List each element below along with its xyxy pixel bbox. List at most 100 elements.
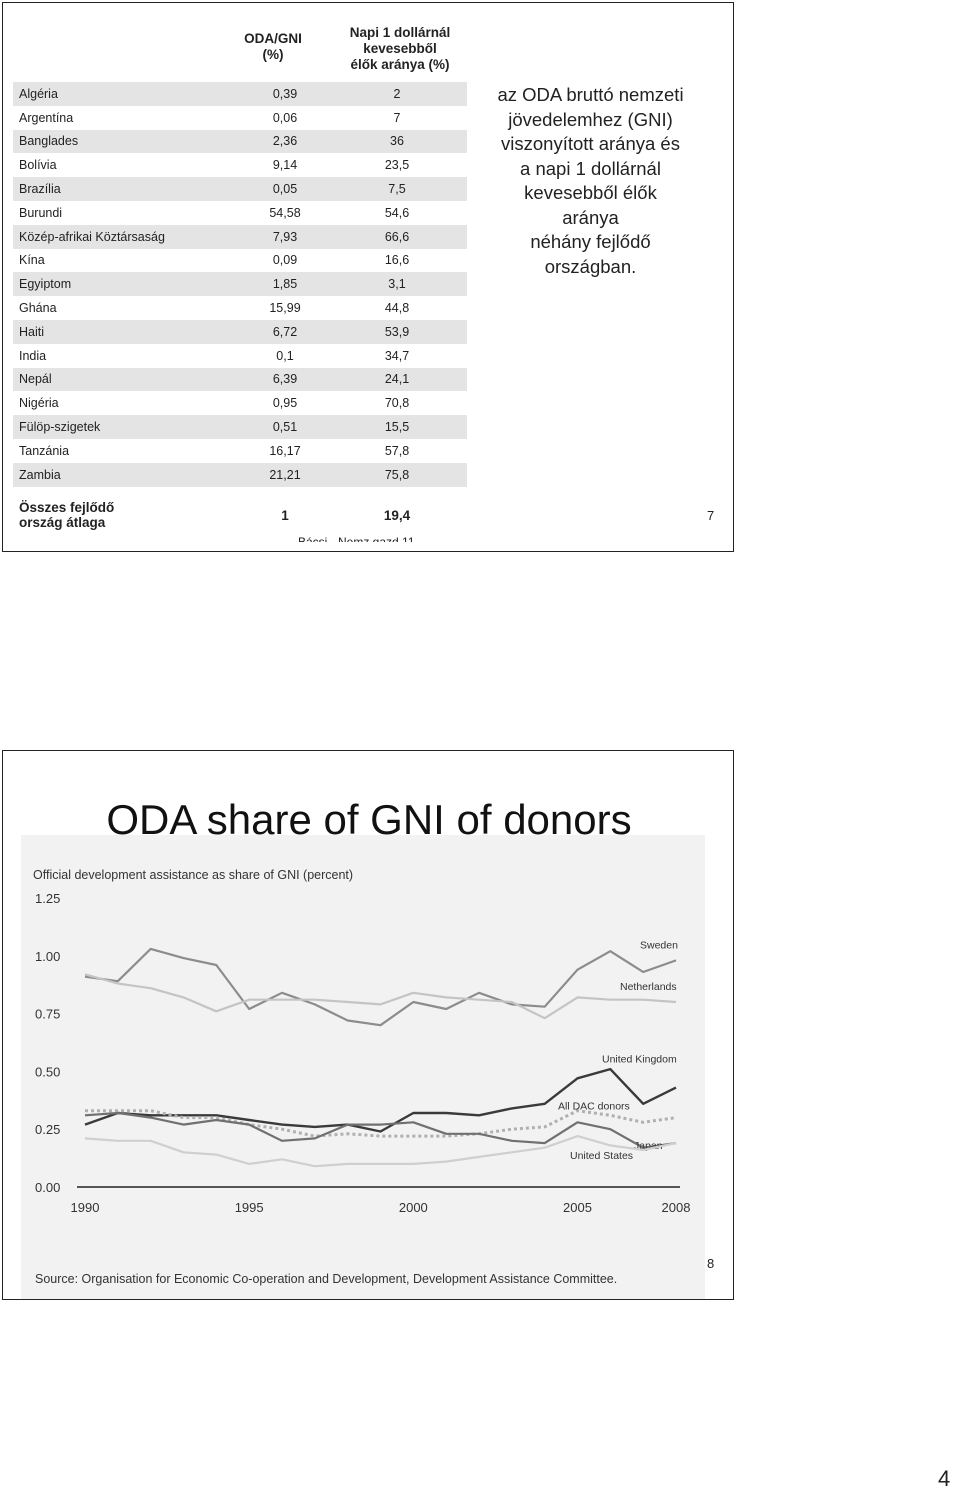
total-label: Összes fejlődő ország átlaga	[19, 500, 243, 530]
table-row: Bolívia 9,14 23,5	[13, 153, 467, 177]
country-name: Bolívia	[19, 158, 57, 173]
chart-title: Official development assistance as share…	[33, 868, 353, 882]
y-tick-label: 1.00	[35, 949, 60, 964]
napi-value: 7	[393, 110, 401, 125]
table-row: Brazília 0,05 7,5	[13, 177, 467, 201]
oda-header-line: ODA/GNI	[244, 31, 302, 46]
country-name: Argentína	[19, 110, 74, 125]
napi-value: 75,8	[384, 467, 410, 482]
caption-line: jövedelemhez (GNI)	[508, 108, 673, 130]
napi-value: 3,1	[388, 277, 406, 292]
country-name: Brazília	[19, 182, 61, 197]
table-row: Banglades 2,36 36	[13, 129, 467, 154]
series-label: All DAC donors	[558, 1101, 630, 1113]
napi-value: 54,6	[384, 205, 410, 220]
total-oda-value: 1	[281, 507, 289, 523]
slide-footer: Bácsi - Nemz gazd 11.	[298, 535, 418, 542]
caption-line: kevesebből élők	[524, 182, 657, 203]
total-napi-value: 19,4	[383, 507, 411, 523]
country-name: Fülöp-szigetek	[19, 420, 101, 435]
caption-line: viszonyított aránya és	[501, 133, 680, 154]
table-row: Kína 0,09 16,6	[13, 249, 467, 273]
country-table: Algéria 0,39 2 Argentína 0,06 7 Banglades 2,36 3…	[13, 82, 467, 487]
series-line-all-dac-donors	[85, 1109, 677, 1138]
napi-value: 66,6	[384, 229, 410, 244]
x-tick-label: 1990	[71, 1200, 100, 1215]
x-tick-label: 2008	[662, 1200, 691, 1215]
oda-value: 6,39	[272, 372, 298, 387]
napi-value: 53,9	[384, 324, 410, 339]
slide-caption: az ODA bruttó nemzeti jövedelemhez (GNI) v…	[473, 83, 708, 279]
slide-8: ODA share of GNI of donors Official deve…	[2, 750, 734, 1300]
oda-value: 0,05	[272, 182, 298, 197]
x-tick-label: 2000	[399, 1200, 428, 1215]
oda-value: 0,51	[272, 420, 298, 435]
oda-value: 2,36	[272, 134, 298, 149]
series-line-united-states	[84, 1135, 677, 1168]
napi-header-line: élők aránya (%)	[350, 57, 450, 72]
oda-value: 0,1	[276, 348, 294, 363]
country-name: Banglades	[19, 134, 79, 149]
country-name: Algéria	[19, 86, 58, 101]
napi-value: 44,8	[384, 301, 410, 316]
napi-value: 16,6	[384, 253, 410, 268]
series-line-japan	[84, 1111, 677, 1149]
oda-value: 9,14	[272, 158, 298, 173]
napi-value: 23,5	[384, 158, 410, 173]
napi-header-line: Napi 1 dollárnál	[349, 25, 451, 40]
y-tick-label: 0.75	[35, 1007, 60, 1022]
series-line-united-kingdom	[84, 1067, 677, 1133]
country-name: Burundi	[19, 205, 63, 220]
napi-value: 7,5	[388, 182, 406, 197]
country-name: Zambia	[19, 467, 61, 482]
series-line-netherlands	[84, 973, 677, 1020]
table-row: Burundi 54,58 54,6	[13, 201, 467, 225]
napi-header-line: kevesebből	[363, 41, 437, 56]
table-row: India 0,1 34,7	[13, 344, 467, 368]
table-row: Nepál 6,39 24,1	[13, 367, 467, 392]
country-name: Tanzánia	[19, 443, 70, 458]
y-tick-label: 0.00	[35, 1180, 60, 1195]
napi-value: 2	[393, 86, 401, 101]
table-row: Argentína 0,06 7	[13, 106, 467, 130]
slide-page-number: 8	[707, 1256, 715, 1271]
table-row: Haiti 6,72 53,9	[13, 319, 467, 344]
table-row: Egyiptom 1,85 3,1	[13, 272, 467, 297]
series-label: United Kingdom	[602, 1054, 677, 1066]
oda-value: 16,17	[269, 443, 301, 458]
table-row: Ghána 15,99 44,8	[13, 296, 467, 320]
oda-value: 21,21	[269, 467, 301, 482]
caption-line: a napi 1 dollárnál	[520, 157, 661, 179]
oda-value: 0,06	[272, 110, 298, 125]
oda-chart-svg: Official development assistance as share…	[33, 868, 691, 1286]
table-row: Algéria 0,39 2	[13, 82, 467, 106]
oda-value: 0,09	[272, 253, 298, 268]
country-name: Ghána	[19, 301, 57, 316]
oda-value: 1,85	[272, 277, 298, 292]
y-tick-label: 0.25	[35, 1122, 60, 1137]
oda-value: 0,39	[272, 86, 298, 101]
oda-value: 0,95	[272, 396, 298, 411]
oda-header-line: (%)	[262, 47, 284, 62]
table-row: Zambia 21,21 75,8	[13, 462, 467, 487]
total-row: Összes fejlődő ország átlaga 1 19,4	[19, 500, 467, 530]
y-tick-label: 0.50	[35, 1064, 60, 1079]
caption-line: az ODA bruttó nemzeti	[497, 84, 684, 105]
oda-value: 15,99	[269, 301, 301, 316]
total-label-line: Összes fejlődő	[19, 500, 115, 515]
series-line-sweden	[84, 947, 677, 1027]
series-label: Netherlands	[620, 981, 677, 993]
table-row: Közép-afrikai Köztársaság 7,93 66,6	[13, 224, 467, 249]
x-tick-label: 2005	[563, 1200, 592, 1215]
slide-page-number: 7	[707, 508, 715, 523]
chart-source: Source: Organisation for Economic Co-ope…	[35, 1272, 617, 1286]
x-tick-label: 1995	[235, 1200, 264, 1215]
table-row: Nigéria 0,95 70,8	[13, 391, 467, 415]
oda-value: 7,93	[272, 229, 298, 244]
napi-value: 24,1	[384, 372, 410, 387]
series-label: United States	[570, 1150, 633, 1162]
caption-line: országban.	[544, 255, 637, 277]
country-name: Haiti	[19, 324, 45, 339]
page-corner-number: 4	[938, 1466, 951, 1491]
napi-dollar-header: Napi 1 dollárnál kevesebből élők aránya …	[325, 25, 475, 73]
